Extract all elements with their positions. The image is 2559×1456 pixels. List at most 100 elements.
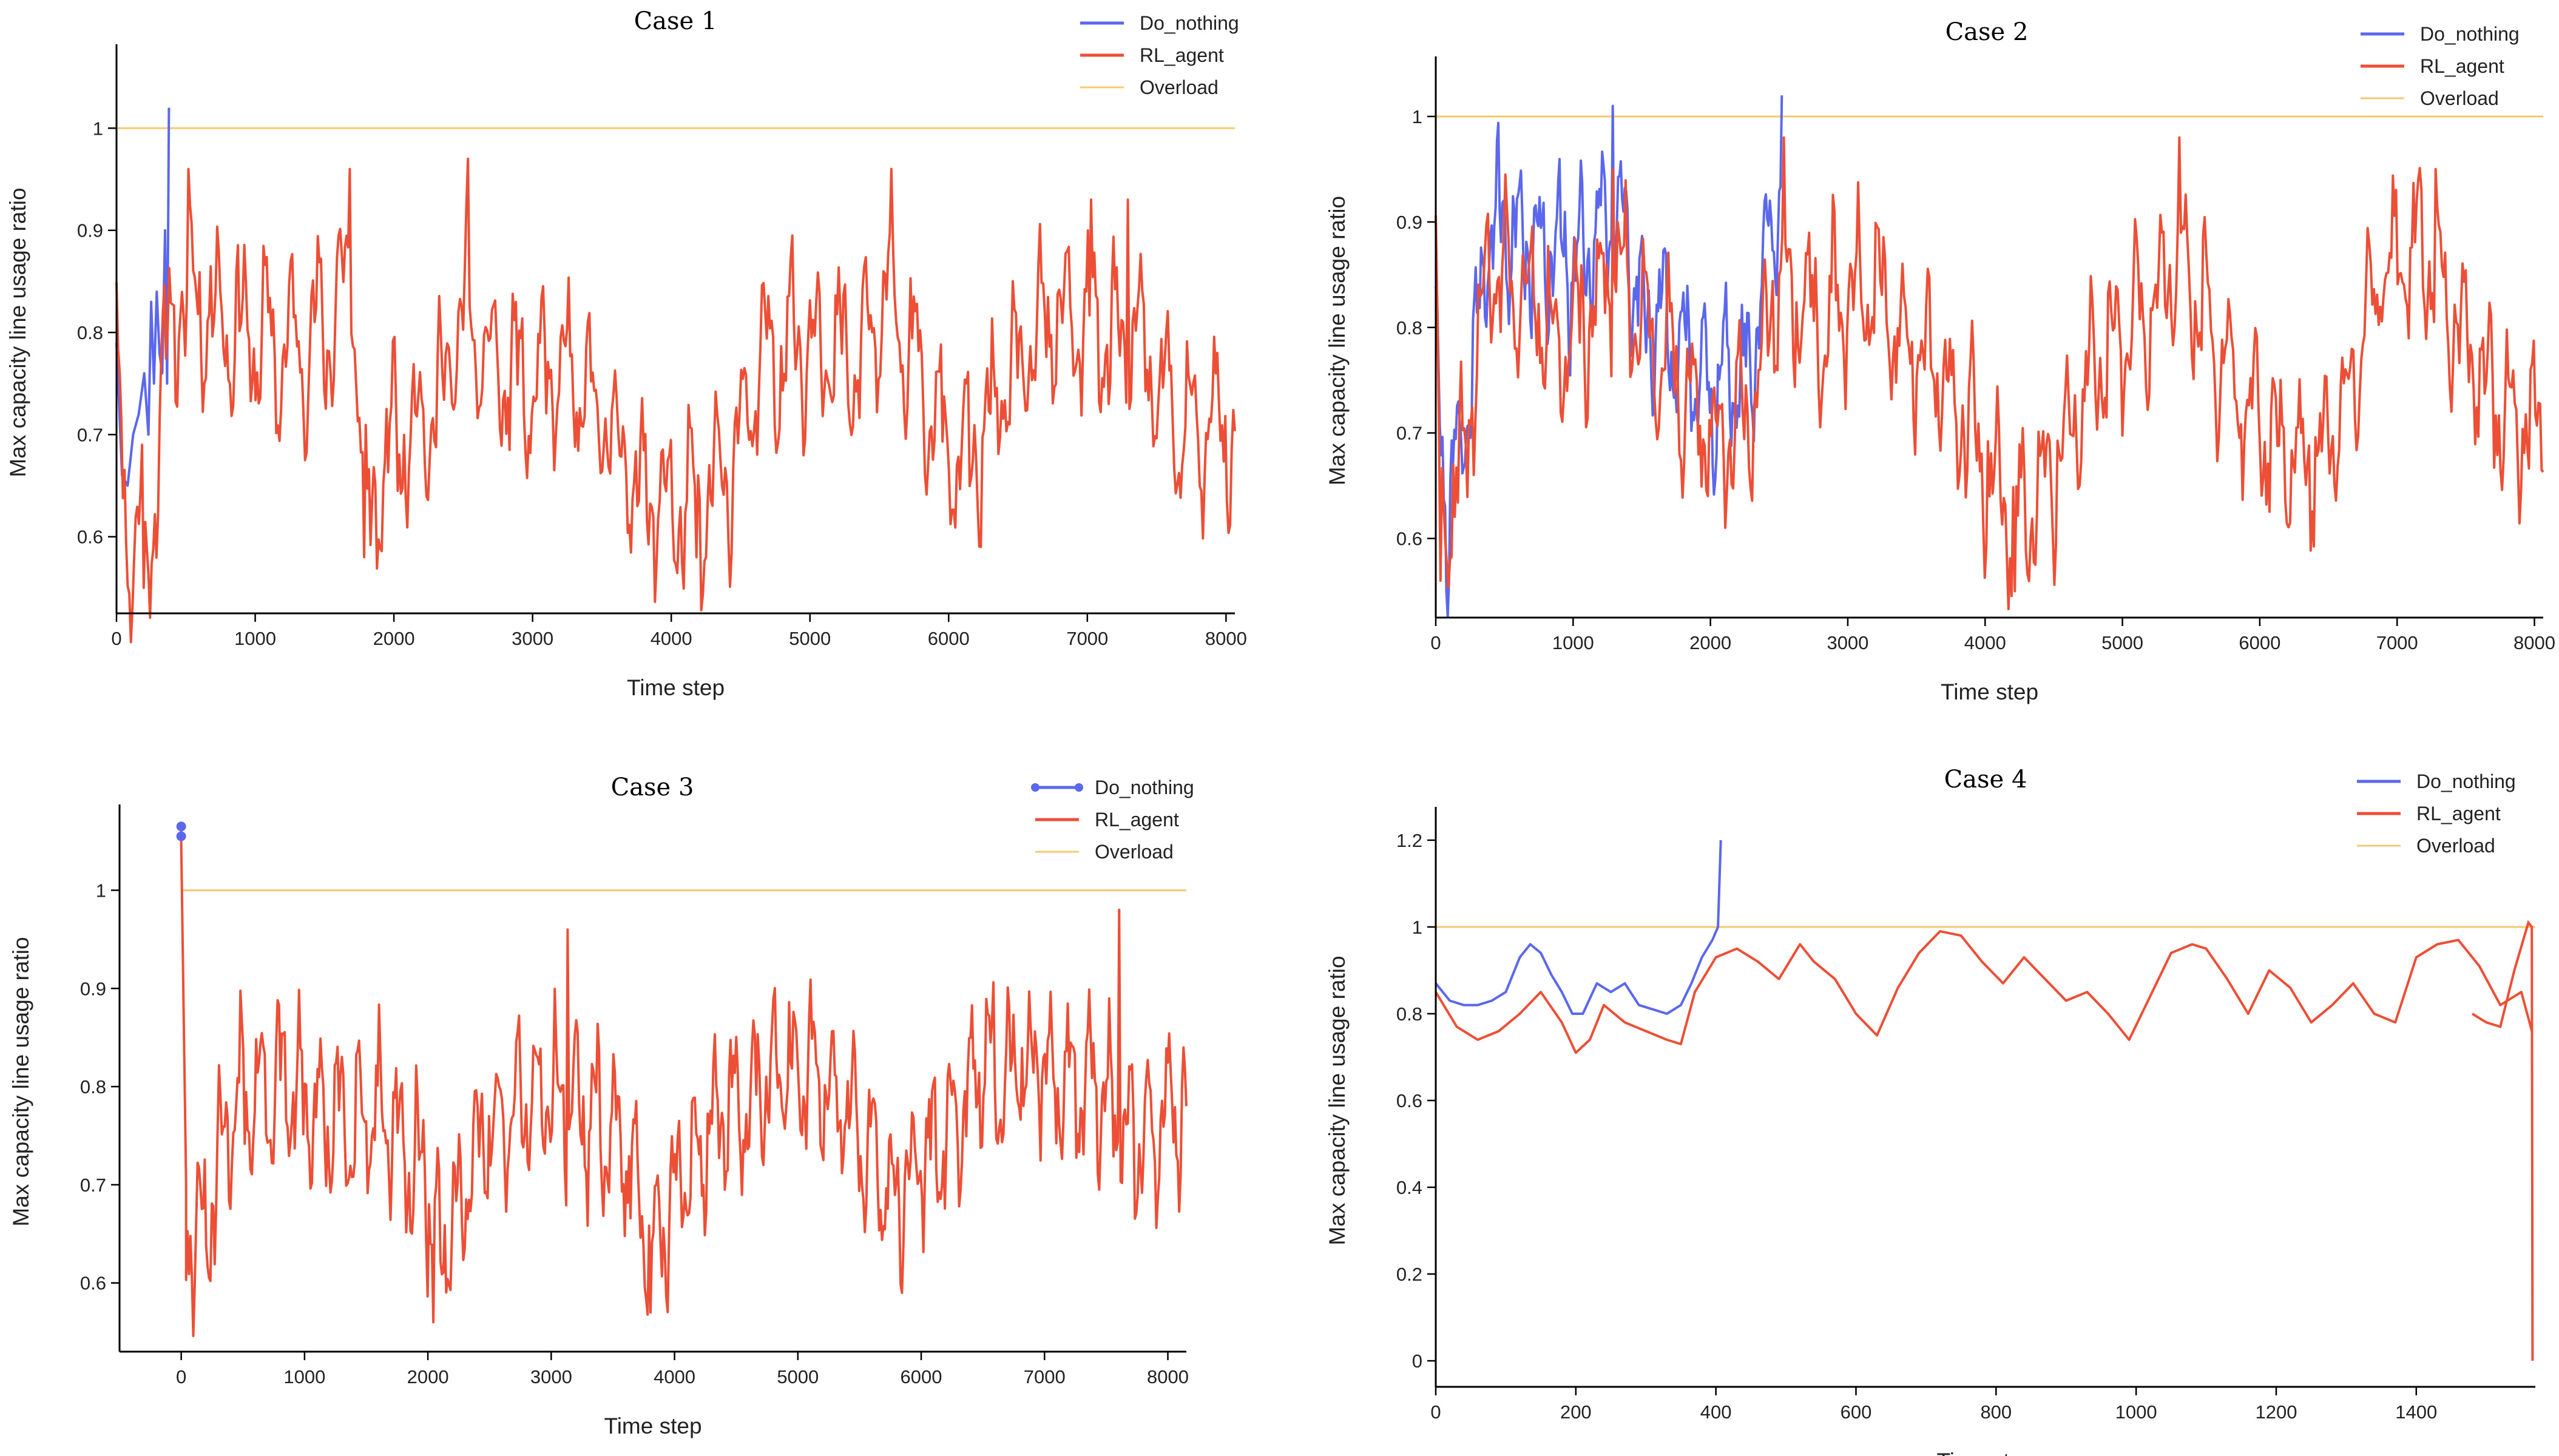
- legend-label-overload: Overload: [1095, 841, 1174, 863]
- series-line-do-nothing: [1435, 840, 1722, 1015]
- x-tick-label: 1400: [2395, 1401, 2437, 1423]
- x-tick-label: 1000: [283, 1366, 325, 1387]
- legend-label-rl-agent: RL_agent: [1140, 44, 1224, 66]
- y-tick-label: 0.8: [1396, 317, 1422, 339]
- y-tick-label: 0.6: [77, 527, 103, 548]
- x-tick-label: 0: [111, 628, 121, 649]
- legend-label-overload: Overload: [2416, 835, 2495, 857]
- y-tick-label: 0.6: [1396, 528, 1422, 550]
- legend: Do_nothing RL_agent Overload: [2357, 770, 2516, 857]
- y-tick-label: 1: [1412, 106, 1422, 127]
- legend-label-rl-agent: RL_agent: [2416, 803, 2501, 824]
- x-axis-title: Time step: [1936, 1449, 2034, 1456]
- y-tick-label: 0: [1412, 1350, 1422, 1372]
- x-tick-label: 200: [1560, 1401, 1592, 1423]
- legend: Do_nothing RL_agent Overload: [2361, 23, 2520, 109]
- x-tick-label: 2000: [1689, 632, 1731, 653]
- x-tick-label: 7000: [1066, 628, 1108, 649]
- x-tick-label: 6000: [928, 628, 970, 649]
- series-point-do-nothing: [176, 821, 186, 832]
- y-axis-title: Max capacity line usage ratio: [1325, 956, 1350, 1245]
- x-tick-label: 8000: [2513, 632, 2555, 653]
- x-axis-title: Time step: [604, 1414, 701, 1438]
- y-tick-label: 0.7: [80, 1175, 106, 1196]
- y-tick-label: 1: [96, 880, 106, 901]
- x-axis-title: Time step: [627, 675, 725, 700]
- x-tick-label: 8000: [1205, 628, 1247, 649]
- chart-title: Case 1: [634, 7, 717, 35]
- chart-panel-case-3: Case 3 0 1000 2000 3000 4000 5000 6000 7000 8000 0…: [8, 774, 1194, 1438]
- y-tick-label: 0.6: [80, 1273, 106, 1294]
- x-tick-label: 3000: [512, 628, 553, 649]
- series-line-rl-agent: [1435, 136, 2544, 610]
- x-tick-label: 7000: [1024, 1366, 1066, 1387]
- x-tick-label: 6000: [2239, 632, 2280, 653]
- y-axis-title: Max capacity line usage ratio: [5, 187, 30, 477]
- y-tick-label: 0.9: [80, 978, 106, 999]
- y-tick-label: 0.9: [77, 220, 103, 241]
- series-line-rl-agent: [115, 157, 1236, 644]
- legend-marker: [1031, 783, 1039, 792]
- y-tick-label: 0.8: [77, 322, 103, 343]
- chart-panel-case-2: Case 2 0 1000 2000 3000 4000 5000 6000 7000 8000 0…: [1325, 18, 2555, 704]
- y-axis-title: Max capacity line usage ratio: [8, 937, 33, 1226]
- chart-title: Case 2: [1945, 18, 2029, 46]
- x-tick-label: 400: [1700, 1401, 1732, 1423]
- x-tick-label: 7000: [2376, 632, 2418, 653]
- y-tick-label: 0.7: [77, 424, 103, 445]
- y-tick-label: 0.2: [1396, 1264, 1422, 1285]
- x-tick-label: 8000: [1147, 1366, 1189, 1387]
- x-tick-label: 0: [1430, 1401, 1441, 1423]
- x-tick-label: 2000: [373, 628, 415, 649]
- chart-panel-case-1: Case 1 0 1000 2000 3000 4000 5000 6000 7000 8000 0…: [5, 7, 1247, 700]
- legend-label-do-nothing: Do_nothing: [2416, 770, 2516, 792]
- x-tick-label: 3000: [530, 1366, 572, 1387]
- y-tick-label: 0.8: [80, 1076, 106, 1097]
- series-line-do-nothing: [1435, 95, 1783, 618]
- x-tick-label: 4000: [651, 628, 692, 649]
- y-tick-label: 0.9: [1396, 212, 1422, 233]
- y-axis-title: Max capacity line usage ratio: [1325, 196, 1350, 485]
- x-tick-label: 4000: [1964, 632, 2006, 653]
- legend-label-rl-agent: RL_agent: [1095, 809, 1179, 831]
- legend-marker: [1075, 783, 1083, 792]
- series-line-rl-agent: [1435, 930, 2534, 1054]
- legend-label-overload: Overload: [2420, 87, 2499, 109]
- x-tick-label: 3000: [1827, 632, 1868, 653]
- x-tick-label: 4000: [654, 1366, 695, 1387]
- legend-label-do-nothing: Do_nothing: [1095, 777, 1194, 798]
- x-tick-label: 2000: [407, 1366, 449, 1387]
- chart-title: Case 4: [1944, 766, 2027, 794]
- y-tick-label: 0.7: [1396, 423, 1422, 444]
- x-tick-label: 800: [1980, 1401, 2012, 1423]
- y-tick-label: 0.6: [1396, 1090, 1422, 1111]
- x-tick-label: 0: [1430, 632, 1441, 653]
- series-point-do-nothing: [176, 831, 186, 841]
- legend-label-overload: Overload: [1140, 76, 1219, 98]
- x-tick-label: 1200: [2255, 1401, 2297, 1423]
- x-tick-label: 5000: [2101, 632, 2143, 653]
- legend: Do_nothing RL_agent Overload: [1080, 12, 1239, 98]
- series-line-rl-agent: [180, 841, 1188, 1338]
- series-line-rl-agent-tail: [2472, 920, 2534, 1361]
- x-tick-label: 1000: [234, 628, 276, 649]
- y-tick-label: 0.8: [1396, 1003, 1422, 1025]
- x-tick-label: 6000: [901, 1366, 942, 1387]
- series-line-do-nothing: [115, 107, 171, 487]
- x-tick-label: 1000: [2115, 1401, 2157, 1423]
- chart-title: Case 3: [611, 774, 694, 801]
- y-tick-label: 1: [93, 118, 103, 139]
- y-tick-label: 1: [1412, 917, 1422, 938]
- legend: Do_nothing RL_agent Overload: [1031, 777, 1194, 863]
- x-tick-label: 600: [1841, 1401, 1872, 1423]
- legend-label-rl-agent: RL_agent: [2420, 55, 2504, 77]
- legend-label-do-nothing: Do_nothing: [2420, 23, 2520, 45]
- x-tick-label: 5000: [789, 628, 831, 649]
- y-tick-label: 0.4: [1396, 1177, 1422, 1198]
- x-axis-title: Time step: [1941, 679, 2038, 704]
- y-tick-label: 1.2: [1396, 830, 1422, 851]
- x-tick-label: 0: [176, 1366, 186, 1387]
- chart-panel-case-4: Case 4 0 200 400 600 800 1000 1200 1400 0 0.2 0.4 0.…: [1325, 766, 2535, 1456]
- x-tick-label: 1000: [1552, 632, 1594, 653]
